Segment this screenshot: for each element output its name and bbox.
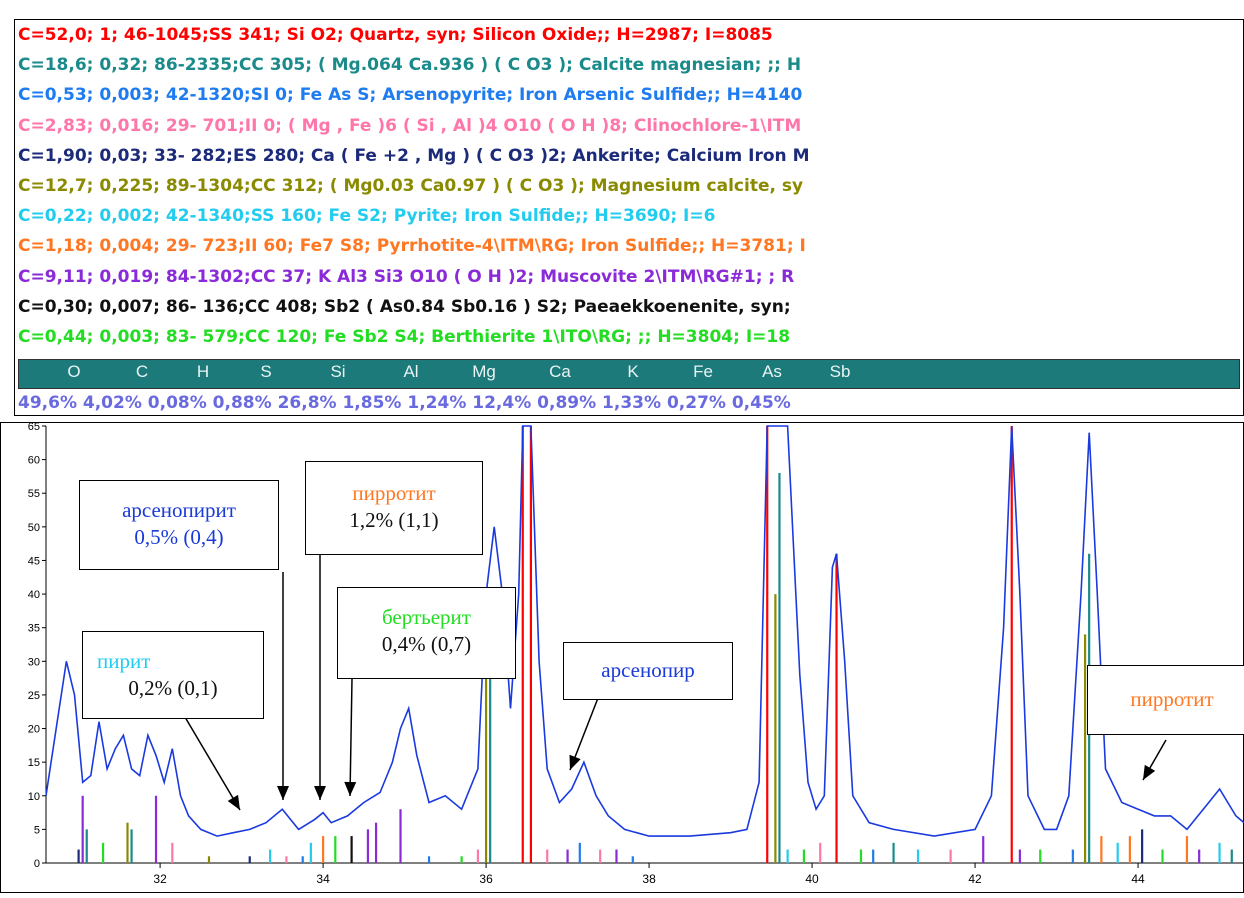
element-label: K — [627, 362, 639, 381]
element-label: O — [67, 362, 81, 381]
annotation-title: бертьерит — [382, 605, 471, 629]
element-label: Fe — [693, 362, 713, 381]
x-tick-label: 34 — [316, 872, 330, 886]
y-tick-label: 60 — [28, 455, 40, 467]
element-values-row: 49,6% 4,02% 0,08% 0,88% 26,8% 1,85% 1,24… — [18, 393, 791, 413]
annotation-arrowhead — [227, 794, 240, 810]
diffraction-chart: 0 5 10 15 20 25 30 35 40 45 50 55 60 65 32 34 36 38 40 42 44 — [0, 421, 1244, 893]
x-tick-label: 32 — [153, 872, 167, 886]
y-tick-label: 5 — [34, 824, 40, 836]
diffraction-pattern-line — [45, 425, 1244, 837]
phase-row[interactable]: C=0,30; 0,007; 86- 136;CC 408; Sb2 ( As0… — [18, 296, 791, 317]
phase-row[interactable]: C=1,18; 0,004; 29- 723;II 60; Fe7 S8; Py… — [18, 236, 806, 257]
annotation-berthierite: бертьерит 0,4% (0,7) — [337, 587, 516, 679]
phase-row[interactable]: C=2,83; 0,016; 29- 701;II 0; ( Mg , Fe )… — [18, 115, 802, 136]
y-tick-label: 0 — [34, 858, 40, 870]
annotation-arrowhead — [569, 754, 581, 770]
annotation-pyrrhotite-2: пирротит — [1087, 665, 1244, 735]
annotation-value: 1,2% (1,1) — [349, 508, 439, 532]
element-label: S — [260, 362, 272, 381]
y-tick-label: 10 — [28, 791, 40, 803]
chart-svg: 0 5 10 15 20 25 30 35 40 45 50 55 60 65 32 34 36 38 40 42 44 — [0, 421, 1244, 893]
annotation-value: 0,5% (0,4) — [134, 525, 224, 549]
phase-row[interactable]: C=1,90; 0,03; 33- 282;ES 280; Ca ( Fe +2… — [18, 145, 810, 166]
y-tick-label: 45 — [28, 555, 40, 567]
annotation-arsenopyrite-2: арсенопир — [563, 642, 733, 700]
x-tick-label: 40 — [805, 872, 819, 886]
annotation-title: пирротит — [352, 481, 436, 505]
annotation-value: 0,2% (0,1) — [128, 676, 218, 700]
element-label: As — [762, 362, 782, 381]
annotation-title: пирит — [97, 649, 151, 673]
element-label: Ca — [549, 362, 571, 381]
annotation-arrow — [181, 711, 241, 811]
annotation-arrowhead — [344, 781, 357, 796]
phase-row[interactable]: C=12,7; 0,225; 89-1304;CC 312; ( Mg0.03 … — [18, 176, 804, 196]
phase-row[interactable]: C=9,11; 0,019; 84-1302;CC 37; K Al3 Si3 … — [18, 266, 795, 287]
phase-row[interactable]: C=0,44; 0,003; 83- 579;CC 120; Fe Sb2 S4… — [18, 327, 791, 347]
phase-row[interactable]: C=18,6; 0,32; 86-2335;CC 305; ( Mg.064 C… — [18, 55, 802, 76]
phase-row[interactable]: C=52,0; 1; 46-1045;SS 341; Si O2; Quartz… — [18, 25, 773, 45]
annotation-arrowhead — [277, 786, 289, 800]
y-tick-label: 30 — [28, 656, 40, 668]
element-label: Si — [330, 362, 346, 381]
annotation-value: 0,4% (0,7) — [381, 632, 472, 656]
y-tick-label: 35 — [28, 623, 40, 635]
element-label: Al — [403, 362, 419, 381]
x-tick-label: 44 — [1131, 872, 1145, 886]
y-tick-label: 20 — [28, 724, 40, 736]
annotation-title: арсенопир — [601, 658, 695, 682]
annotation-arsenopyrite: арсенопирит 0,5% (0,4) — [79, 480, 279, 570]
y-tick-label: 40 — [28, 589, 40, 601]
phase-row[interactable]: C=0,22; 0,002; 42-1340;SS 160; Fe S2; Py… — [18, 206, 716, 227]
annotation-pyrrhotite: пирротит 1,2% (1,1) — [305, 461, 483, 555]
element-label: Mg — [472, 362, 496, 381]
element-label: H — [196, 362, 210, 381]
y-tick-label: 55 — [28, 488, 40, 500]
y-tick-label: 65 — [28, 422, 40, 433]
x-tick-label: 38 — [642, 872, 656, 886]
x-tick-label: 42 — [968, 872, 982, 886]
annotation-title: пирротит — [1130, 687, 1214, 711]
annotation-arrowhead — [1143, 764, 1156, 780]
phase-list-panel: C=52,0; 1; 46-1045;SS 341; Si O2; Quartz… — [14, 19, 1244, 416]
element-header-bar: O C H S Si Al Mg Ca K Fe As Sb — [18, 359, 1240, 389]
annotation-pyrite: пирит 0,2% (0,1) — [82, 631, 264, 719]
phase-row[interactable]: C=0,53; 0,003; 42-1320;SI 0; Fe As S; Ar… — [18, 85, 803, 106]
y-tick-label: 50 — [28, 522, 40, 534]
y-tick-label: 25 — [28, 690, 40, 702]
annotation-title: арсенопирит — [122, 498, 236, 522]
annotation-arrow — [349, 678, 353, 797]
element-label: C — [135, 362, 149, 381]
annotation-arrowhead — [314, 786, 326, 800]
x-tick-label: 36 — [479, 872, 493, 886]
y-tick-label: 15 — [28, 757, 40, 769]
element-label: Sb — [829, 362, 851, 381]
